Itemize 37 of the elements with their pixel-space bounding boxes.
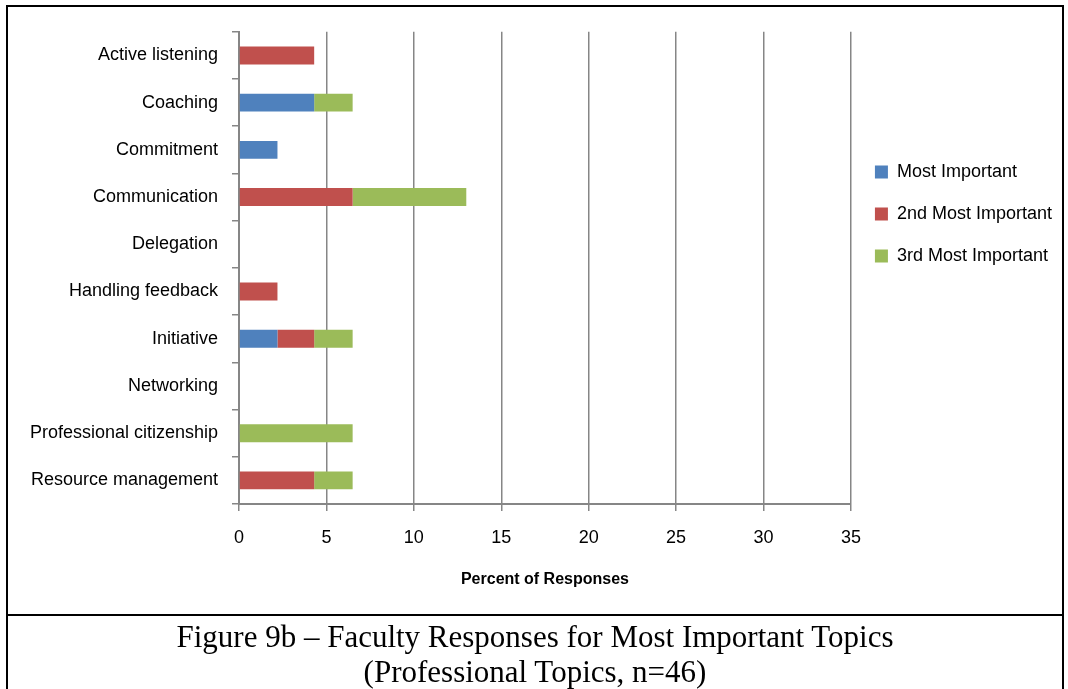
legend-label: 2nd Most Important: [896, 203, 1052, 224]
bar: [239, 282, 278, 301]
y-tick-label: Resource management: [30, 469, 218, 490]
bar: [239, 471, 315, 490]
bar: [239, 329, 278, 348]
x-axis-title: Percent of Responses: [460, 569, 630, 587]
bar: [277, 329, 315, 348]
y-tick-label: Delegation: [131, 233, 218, 254]
bar: [239, 424, 353, 443]
y-tick-label: Handling feedback: [68, 280, 219, 301]
y-tick-label: Coaching: [141, 91, 218, 112]
bar: [239, 140, 278, 159]
x-tick-label: 25: [666, 526, 687, 547]
bar: [239, 188, 353, 207]
bar: [314, 471, 353, 490]
x-tick-label: 0: [233, 526, 245, 547]
x-tick-label: 20: [578, 526, 599, 547]
bar: [314, 329, 353, 348]
x-tick-label: 15: [491, 526, 512, 547]
text: (Professional Topics, n=46): [362, 654, 708, 689]
bar: [239, 93, 315, 112]
legend-label: Most Important: [896, 161, 1017, 182]
y-tick-label: Active listening: [97, 44, 218, 65]
x-tick-label: 30: [753, 526, 774, 547]
x-tick-label: 35: [840, 526, 861, 547]
bar: [314, 93, 353, 112]
x-tick-label: 10: [403, 526, 424, 547]
y-tick-label: Initiative: [151, 327, 218, 348]
text: Figure 9b – Faculty Responses for Most Important Topics: [175, 619, 895, 654]
y-tick-label: Networking: [127, 374, 218, 395]
bar: [352, 188, 467, 207]
y-tick-label: Communication: [92, 186, 218, 207]
y-tick-label: Commitment: [115, 138, 218, 159]
y-tick-label: Professional citizenship: [29, 422, 218, 443]
bar: [239, 46, 315, 65]
legend-label: 3rd Most Important: [896, 245, 1048, 266]
x-tick-label: 5: [321, 526, 332, 547]
